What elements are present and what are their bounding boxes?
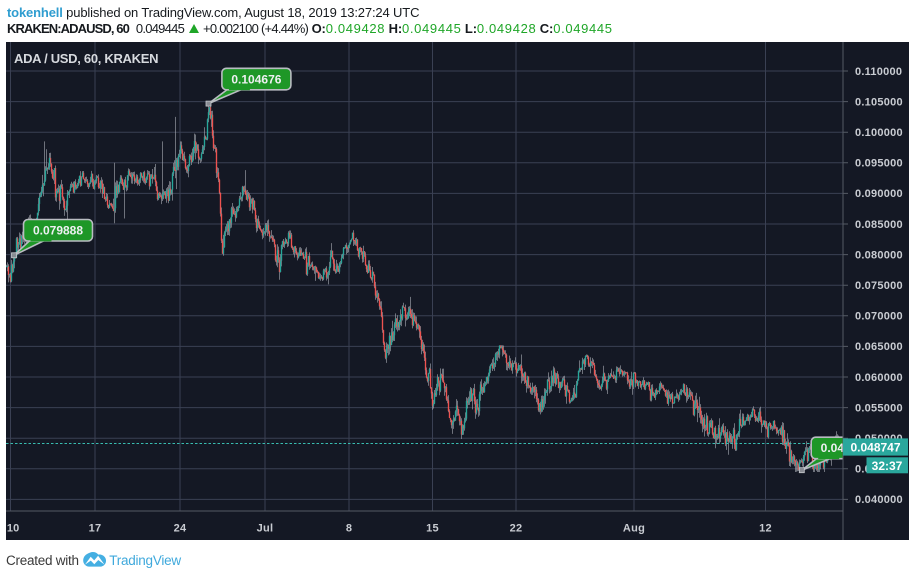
svg-text:0.055000: 0.055000 (855, 402, 903, 414)
svg-text:0.090000: 0.090000 (855, 188, 903, 200)
svg-text:8: 8 (346, 523, 352, 535)
svg-text:0.075000: 0.075000 (855, 280, 903, 292)
svg-text:0.085000: 0.085000 (855, 219, 903, 231)
svg-text:0.065000: 0.065000 (855, 341, 903, 353)
svg-text:Jul: Jul (257, 523, 274, 535)
svg-text:22: 22 (510, 523, 523, 535)
svg-text:Aug: Aug (623, 523, 645, 535)
svg-text:0.100000: 0.100000 (855, 127, 903, 139)
svg-text:24: 24 (174, 523, 187, 535)
svg-text:0.110000: 0.110000 (855, 66, 902, 78)
svg-text:0.080000: 0.080000 (855, 249, 903, 261)
svg-text:0.048747: 0.048747 (850, 441, 900, 455)
svg-text:0.104676: 0.104676 (231, 72, 281, 86)
svg-text:0.060000: 0.060000 (855, 372, 903, 384)
svg-text:ADA / USD, 60, KRAKEN: ADA / USD, 60, KRAKEN (14, 51, 158, 66)
svg-text:0.105000: 0.105000 (855, 96, 903, 108)
svg-text:12: 12 (759, 523, 772, 535)
svg-text:15: 15 (426, 523, 439, 535)
svg-text:0.048747: 0.048747 (821, 441, 871, 455)
svg-text:0.040000: 0.040000 (855, 494, 903, 506)
svg-text:0.079888: 0.079888 (33, 223, 83, 237)
svg-text:32:37: 32:37 (872, 459, 903, 473)
svg-text:0.095000: 0.095000 (855, 158, 903, 170)
svg-text:10: 10 (7, 523, 20, 535)
svg-text:0.070000: 0.070000 (855, 311, 903, 323)
svg-text:17: 17 (89, 523, 102, 535)
